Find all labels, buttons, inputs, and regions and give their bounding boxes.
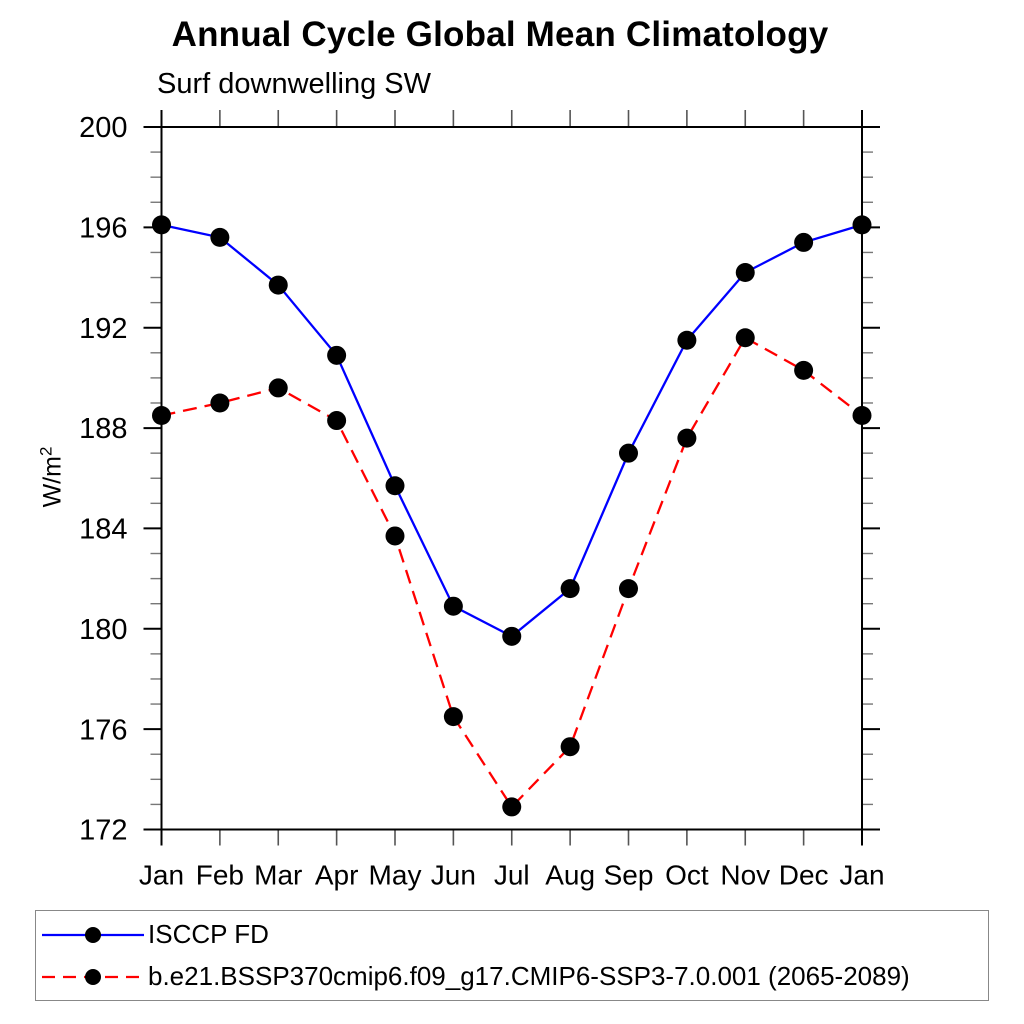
data-point-marker [735,328,755,348]
y-tick-label: 200 [79,112,127,144]
x-tick-label: Feb [196,859,244,890]
data-point-marker [210,393,230,413]
data-point-marker [327,411,347,431]
data-point-marker [443,596,463,616]
chart-title: Annual Cycle Global Mean Climatology [171,15,829,54]
x-tick-label: Jun [431,859,476,890]
x-tick-label: Mar [254,859,302,890]
x-tick-label: Jan [839,859,884,890]
legend-line-sample [42,926,144,943]
data-point-marker [677,330,697,350]
y-tick-label: 176 [79,714,127,746]
y-tick-label: 184 [79,514,127,546]
data-point-marker [619,579,638,599]
data-point-marker [852,215,872,235]
chart-subtitle: Surf downwelling SW [157,68,431,100]
legend-item: ISCCP FD [41,916,988,953]
x-tick-label: Apr [315,859,359,890]
data-point-marker [268,275,288,295]
legend-marker [85,968,101,985]
x-tick-label: Oct [665,859,709,890]
data-point-marker [560,579,580,599]
data-point-marker [210,227,230,247]
y-tick-label: 196 [79,213,127,245]
x-tick-label: Aug [545,859,595,890]
data-point-marker [502,626,522,646]
data-point-marker [677,428,697,448]
plot-frame [160,126,863,831]
y-tick-label: 172 [79,815,127,847]
legend-item: b.e21.BSSP370cmip6.f09_g17.CMIP6-SSP3-7.… [41,958,988,995]
series-line-0 [161,223,863,638]
series-line-1 [161,336,863,809]
legend-label: ISCCP FD [148,919,269,949]
y-tick-label: 192 [79,313,127,345]
legend-line-sample [42,968,144,985]
data-point-marker [735,263,755,283]
data-point-marker [268,378,288,398]
x-tick-label: Sep [604,859,654,890]
x-tick-label: Jul [494,859,530,890]
data-point-marker [152,406,171,426]
data-point-marker [619,443,638,463]
data-point-marker [794,232,814,252]
legend-marker [85,926,101,943]
data-point-marker [385,476,405,496]
legend-label: b.e21.BSSP370cmip6.f09_g17.CMIP6-SSP3-7.… [148,961,910,991]
data-point-marker [852,406,872,426]
plot-area: 172 176 180 184 188 192 196 200 Jan Feb Mar Apr May J… [79,110,885,890]
data-point-marker [560,737,580,757]
x-tick-label: Nov [720,859,770,890]
legend: ISCCP FD b.e21.BSSP370cmip6.f09_g17.CMIP6… [35,910,989,1001]
data-point-marker [327,345,347,365]
x-tick-label: Dec [779,859,829,890]
data-point-marker [443,707,463,727]
y-tick-label: 188 [79,413,127,445]
x-tick-label: Jan [139,859,184,890]
data-point-marker [385,526,405,546]
x-tick-label: May [369,859,422,890]
data-point-marker [152,215,171,235]
data-point-marker [502,797,522,817]
y-tick-label: 180 [79,614,127,646]
data-point-marker [794,360,814,380]
